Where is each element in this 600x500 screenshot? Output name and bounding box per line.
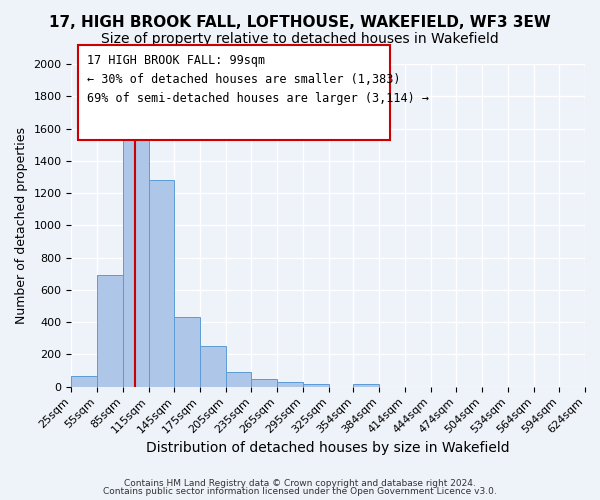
Bar	[353, 384, 379, 386]
Text: 17, HIGH BROOK FALL, LOFTHOUSE, WAKEFIELD, WF3 3EW: 17, HIGH BROOK FALL, LOFTHOUSE, WAKEFIEL…	[49, 15, 551, 30]
Y-axis label: Number of detached properties: Number of detached properties	[15, 127, 28, 324]
X-axis label: Distribution of detached houses by size in Wakefield: Distribution of detached houses by size …	[146, 441, 510, 455]
Bar	[123, 123, 149, 386]
Bar	[226, 372, 251, 386]
Bar	[200, 346, 226, 387]
Text: 17 HIGH BROOK FALL: 99sqm
← 30% of detached houses are smaller (1,383)
69% of se: 17 HIGH BROOK FALL: 99sqm ← 30% of detac…	[87, 54, 429, 105]
Bar	[303, 384, 329, 386]
Bar	[149, 180, 174, 386]
Bar	[174, 316, 200, 386]
Bar	[71, 376, 97, 386]
Text: Contains public sector information licensed under the Open Government Licence v3: Contains public sector information licen…	[103, 487, 497, 496]
Bar	[97, 274, 123, 386]
Text: Contains HM Land Registry data © Crown copyright and database right 2024.: Contains HM Land Registry data © Crown c…	[124, 478, 476, 488]
Bar	[277, 382, 303, 386]
Text: Size of property relative to detached houses in Wakefield: Size of property relative to detached ho…	[101, 32, 499, 46]
Bar	[251, 378, 277, 386]
